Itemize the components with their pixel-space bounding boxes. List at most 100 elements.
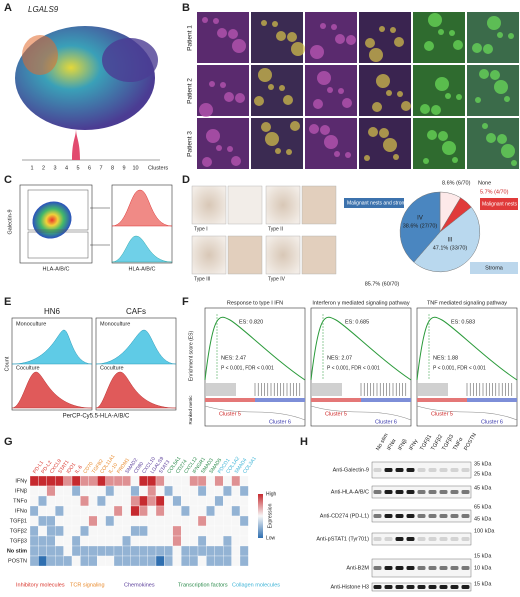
heat-cell xyxy=(97,545,106,557)
heat-cell xyxy=(38,545,47,557)
axis-label: Galectin-9 xyxy=(7,209,13,234)
band xyxy=(395,514,404,518)
heat-cell xyxy=(80,475,89,487)
heat-cell xyxy=(189,495,199,507)
gate xyxy=(27,231,89,259)
heat-cell xyxy=(71,535,81,547)
heat-cell xyxy=(231,495,241,507)
pie-label: 5.7% (4/70) xyxy=(480,189,509,195)
band xyxy=(384,585,393,589)
micrograph-spot xyxy=(224,92,234,102)
panel-f xyxy=(204,307,518,427)
panel-d xyxy=(191,185,518,275)
band xyxy=(417,490,426,494)
cluster-tick: 4 xyxy=(65,165,68,171)
micrograph-spot xyxy=(216,145,222,151)
heat-cell xyxy=(71,555,81,567)
heat-cell xyxy=(164,515,173,527)
heat-cell xyxy=(223,555,232,567)
heat-cell xyxy=(122,555,131,567)
heat-cell xyxy=(29,535,39,547)
micrograph-spot xyxy=(327,87,333,93)
heat-cell xyxy=(223,545,232,557)
heat-cell xyxy=(88,535,98,547)
micrograph-spot xyxy=(445,93,451,99)
heat-cell xyxy=(239,535,249,547)
ihc-zoom xyxy=(227,235,263,275)
pie-slice xyxy=(413,206,481,273)
heat-cell xyxy=(122,505,131,517)
tsne-cluster xyxy=(102,38,158,82)
ihc-zoom xyxy=(301,185,337,225)
heat-cell xyxy=(214,495,224,507)
heat-cell xyxy=(55,545,64,557)
pie-label: 8.6% (6/70) xyxy=(442,180,471,186)
band xyxy=(450,585,459,589)
es-curve xyxy=(204,316,306,381)
violin xyxy=(72,128,80,160)
plot-frame xyxy=(310,307,412,427)
micrograph-spot xyxy=(379,128,389,138)
heat-cell xyxy=(63,505,73,517)
heat-cell xyxy=(197,525,207,537)
lane-label: IFNβ xyxy=(397,438,408,451)
heat-cell xyxy=(214,525,224,537)
plot-title: Interferon γ mediated signaling pathway xyxy=(312,300,409,306)
heat-cell xyxy=(197,505,207,517)
heat-cell xyxy=(113,495,123,507)
legend-title: Expression xyxy=(267,503,273,528)
micrograph-spot xyxy=(490,70,500,80)
heat-cell xyxy=(38,535,47,547)
heat-cell xyxy=(206,555,215,567)
heat-cell xyxy=(80,515,89,527)
band xyxy=(406,468,415,472)
group-label: Inhibitory molecules xyxy=(16,582,65,588)
heat-cell xyxy=(231,535,241,547)
heat-cell xyxy=(113,535,123,547)
heat-cell xyxy=(231,515,241,527)
histogram xyxy=(95,329,177,365)
heat-cell xyxy=(139,555,148,567)
band xyxy=(428,537,437,541)
es-text: NES: 2.47 xyxy=(221,355,246,361)
heat-cell xyxy=(206,495,215,507)
heat-cell xyxy=(46,535,56,547)
heat-cell xyxy=(181,535,190,547)
ihc-image xyxy=(191,235,227,275)
micrograph-spot xyxy=(317,71,331,85)
panel-letter: G xyxy=(4,436,13,448)
gate xyxy=(27,189,89,231)
micrograph-spot xyxy=(365,38,375,48)
heat-cell xyxy=(105,485,115,497)
heat-cell xyxy=(181,525,190,537)
heat-cell xyxy=(206,485,215,497)
type-label: Type IV xyxy=(268,276,286,282)
band xyxy=(373,490,382,494)
histogram xyxy=(11,371,93,409)
plot-title: TNF mediated signaling pathway xyxy=(427,300,507,306)
micrograph-spot xyxy=(376,74,390,88)
heat-cell xyxy=(231,525,241,537)
micrograph-spot xyxy=(261,20,267,26)
blot xyxy=(371,532,472,546)
band xyxy=(417,585,426,589)
panel-title: CAFs xyxy=(126,307,146,316)
micrograph-spot xyxy=(235,93,245,103)
heat-cell xyxy=(130,525,140,537)
micrograph-spot xyxy=(472,43,482,53)
micrograph-spot xyxy=(310,45,324,59)
marker-label: 35 kDa xyxy=(474,461,492,467)
heat-cell xyxy=(63,535,73,547)
heat-cell xyxy=(113,525,123,537)
micrograph-spot xyxy=(423,158,429,164)
gene-label: IL-10 xyxy=(108,462,120,475)
micrograph-spot xyxy=(427,130,437,140)
micrograph-spot xyxy=(331,24,337,30)
heat-cell xyxy=(139,525,148,537)
heat-cell xyxy=(164,525,173,537)
heat-cell xyxy=(55,555,64,567)
heat-cell xyxy=(147,485,157,497)
heat-cell xyxy=(155,485,165,497)
heat-cell xyxy=(164,495,173,507)
panel-letter: F xyxy=(182,296,189,308)
